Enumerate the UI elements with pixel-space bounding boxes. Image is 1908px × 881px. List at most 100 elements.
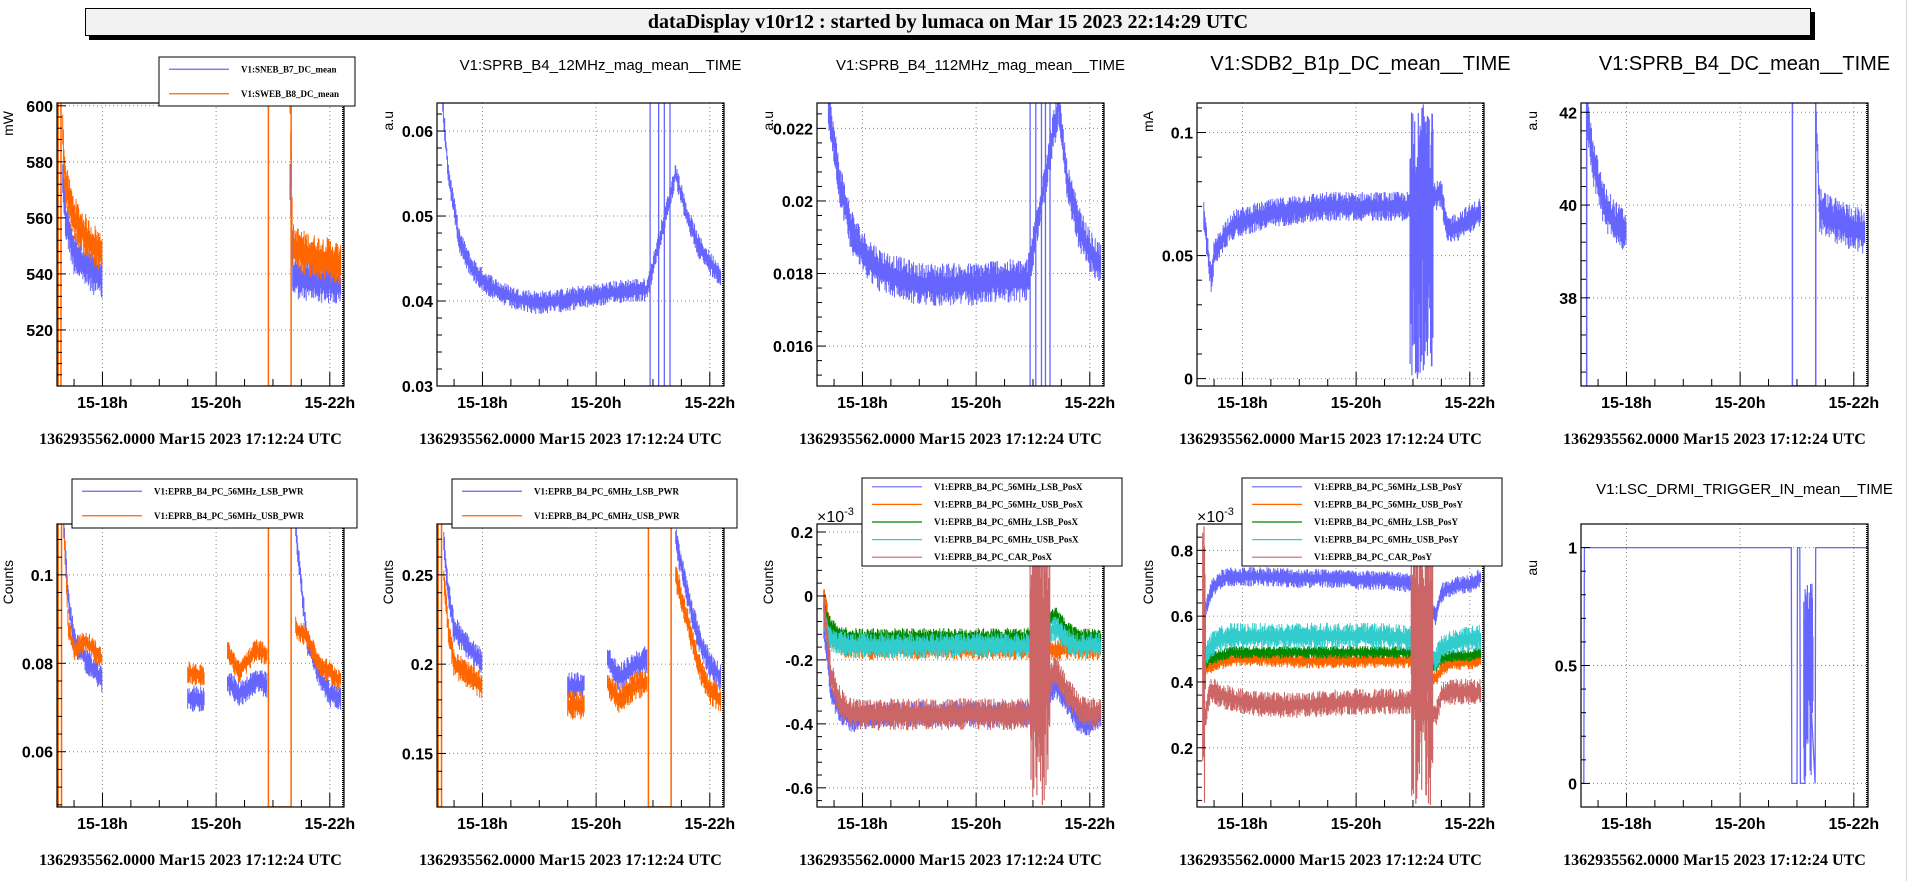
x-tick-label: 15-18h [457, 395, 508, 412]
x-tick-label: 15-18h [457, 816, 508, 833]
y-tick-label: -0.2 [785, 653, 813, 670]
legend: V1:EPRB_B4_PC_56MHz_LSB_PosY V1:EPRB_B4_P… [1241, 477, 1503, 567]
date-label: 1362935562.0000 Mar15 2023 17:12:24 UTC [419, 852, 722, 869]
dropout-mark [57, 524, 63, 807]
plot-frame [1580, 102, 1869, 387]
legend-label: V1:SWEB_B8_DC_mean [241, 89, 339, 99]
plot-frame [436, 102, 725, 387]
chart-panel-3: V1:SPRB_B4_112MHz_mag_mean__TIME 15-18h 15… [760, 57, 1125, 448]
x-tick-label: 15-22h [684, 816, 735, 833]
plot-area [827, 103, 1102, 386]
y-axis-label: a.u [1524, 111, 1540, 130]
series-band-blue [1203, 180, 1482, 292]
burst-mark [1410, 525, 1434, 805]
series-band-blue [442, 103, 722, 314]
x-tick-label: 15-18h [1217, 816, 1268, 833]
chart-title: V1:SPRB_B4_DC_mean__TIME [1599, 53, 1890, 75]
dropout-mark [267, 524, 292, 807]
x-tick-label: 15-20h [1715, 816, 1766, 833]
dropout-mark [1791, 103, 1817, 386]
chart-panel-4: V1:SDB2_B1p_DC_mean__TIME 15-18h 15-20h 15-… [1140, 53, 1511, 448]
date-label: 1362935562.0000 Mar15 2023 17:12:24 UTC [1179, 431, 1482, 448]
x-tick-label: 15-20h [191, 395, 242, 412]
chart-panel-7: 15-18h 15-20h 15-22h 0.15 0.2 0.25 Counts V1:EP… [380, 478, 738, 869]
series-band-blue [827, 103, 1102, 306]
y-tick-label: 600 [26, 99, 53, 116]
plot-area [823, 524, 1102, 805]
y-tick-label: 42 [1559, 105, 1577, 122]
legend-box [158, 56, 356, 107]
dropout-mark [57, 103, 62, 386]
chart-panel-9: 15-18h 15-20h 15-22h 0.2 0.4 0.6 0.8 Counts ×10-… [1140, 477, 1503, 869]
y-tick-label: 0.05 [1162, 249, 1193, 266]
series-band-orange [443, 566, 722, 720]
x-tick-label: 15-18h [1601, 395, 1652, 412]
legend-label: V1:SNEB_B7_DC_mean [241, 64, 337, 74]
dropout-mark [267, 103, 292, 386]
x-tick-label: 15-20h [571, 816, 622, 833]
series-band-blue [1205, 567, 1482, 625]
plot-area [1581, 546, 1868, 785]
chart-title: V1:SPRB_B4_112MHz_mag_mean__TIME [836, 57, 1125, 74]
dropout-mark [437, 524, 443, 807]
legend-box [71, 478, 358, 529]
chart-panel-1: 15-18h 15-20h 15-22h 520 540 560 580 600 mW V1:SN… [0, 56, 356, 448]
series-line-blue [1581, 546, 1868, 785]
x-tick-label: 15-20h [951, 816, 1002, 833]
plot-area [1203, 104, 1482, 379]
chart-panel-10: V1:LSC_DRMI_TRIGGER_IN_mean__TIME 15-18h 1… [1524, 481, 1893, 869]
legend-label: V1:EPRB_B4_PC_6MHz_LSB_PWR [534, 486, 679, 496]
y-tick-label: 0.05 [402, 209, 433, 226]
legend-label: V1:EPRB_B4_PC_6MHz_LSB_PosX [934, 517, 1079, 527]
y-tick-label: 0.2 [411, 657, 433, 674]
burst-mark [1202, 526, 1206, 803]
y-tick-label: 0.5 [1555, 659, 1577, 676]
date-label: 1362935562.0000 Mar15 2023 17:12:24 UTC [419, 431, 722, 448]
y-tick-label: 0.018 [773, 267, 813, 284]
y-tick-label: 0.06 [22, 745, 53, 762]
x-tick-label: 15-18h [837, 816, 888, 833]
chart-panel-2: V1:SPRB_B4_12MHz_mag_mean__TIME 15-18h 15-… [380, 57, 741, 448]
legend-label: V1:EPRB_B4_PC_56MHz_LSB_PosY [1314, 482, 1463, 492]
x-tick-label: 15-18h [1217, 395, 1268, 412]
x-tick-label: 15-18h [837, 395, 888, 412]
chart-title: V1:SDB2_B1p_DC_mean__TIME [1210, 53, 1510, 75]
date-label: 1362935562.0000 Mar15 2023 17:12:24 UTC [1563, 852, 1866, 869]
y-multiplier: ×10-3 [1197, 506, 1234, 526]
series-band-red [1205, 678, 1482, 726]
y-tick-label: 0.2 [1171, 741, 1193, 758]
plot-area [1202, 525, 1482, 805]
y-tick-label: 0.6 [1171, 609, 1193, 626]
date-label: 1362935562.0000 Mar15 2023 17:12:24 UTC [39, 852, 342, 869]
chart-panel-6: 15-18h 15-20h 15-22h 0.06 0.08 0.1 Counts V1:EP… [0, 478, 358, 869]
date-label: 1362935562.0000 Mar15 2023 17:12:24 UTC [799, 852, 1102, 869]
y-axis-label: Counts [760, 560, 776, 604]
legend-label: V1:EPRB_B4_PC_6MHz_USB_PosX [934, 535, 1079, 545]
y-axis-label: Counts [0, 560, 16, 604]
y-tick-label: 0.08 [22, 656, 53, 673]
y-tick-label: 0.04 [402, 294, 433, 311]
legend-label: V1:EPRB_B4_PC_56MHz_LSB_PWR [154, 486, 304, 496]
y-tick-label: 540 [26, 267, 53, 284]
y-tick-label: 0.022 [773, 121, 813, 138]
legend-label: V1:EPRB_B4_PC_6MHz_LSB_PosY [1314, 517, 1459, 527]
y-tick-label: 0.06 [402, 124, 433, 141]
y-tick-label: 580 [26, 155, 53, 172]
x-tick-label: 15-22h [1444, 816, 1495, 833]
date-label: 1362935562.0000 Mar15 2023 17:12:24 UTC [1179, 852, 1482, 869]
y-tick-label: 0.02 [782, 194, 813, 211]
y-tick-label: 0.2 [791, 525, 813, 542]
legend-box [451, 478, 738, 529]
legend-label: V1:EPRB_B4_PC_56MHz_USB_PWR [154, 511, 304, 521]
legend-label: V1:EPRB_B4_PC_56MHz_LSB_PosX [934, 482, 1083, 492]
window-edge [1906, 0, 1907, 881]
y-tick-label: 0 [1184, 372, 1193, 389]
x-tick-label: 15-20h [1715, 395, 1766, 412]
y-axis-label: mA [1140, 110, 1156, 132]
y-tick-label: 0.4 [1171, 675, 1193, 692]
y-tick-label: -0.6 [785, 781, 813, 798]
x-tick-label: 15-18h [77, 395, 128, 412]
y-tick-label: 0.15 [402, 746, 433, 763]
legend-label: V1:EPRB_B4_PC_CAR_PosX [934, 552, 1052, 562]
